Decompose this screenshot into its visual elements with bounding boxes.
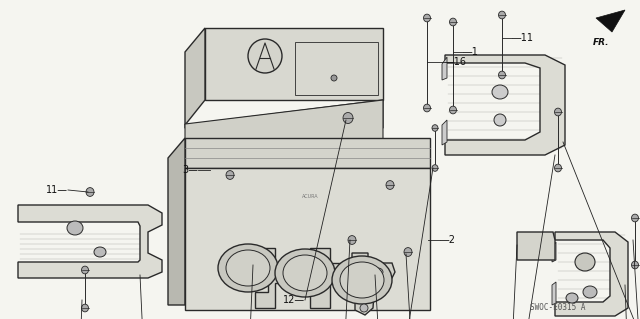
Text: SWOC-E0315 A: SWOC-E0315 A: [531, 303, 586, 313]
Ellipse shape: [424, 14, 431, 22]
Polygon shape: [552, 282, 556, 305]
Ellipse shape: [331, 75, 337, 81]
Ellipse shape: [632, 214, 639, 222]
Polygon shape: [205, 28, 383, 100]
Text: 12—: 12—: [283, 295, 305, 305]
Ellipse shape: [360, 304, 368, 312]
Ellipse shape: [432, 125, 438, 131]
Text: FR.: FR.: [593, 38, 609, 47]
Polygon shape: [442, 120, 447, 145]
Ellipse shape: [257, 263, 267, 273]
Polygon shape: [18, 205, 162, 278]
Ellipse shape: [86, 188, 94, 197]
Text: —1: —1: [463, 47, 479, 57]
Polygon shape: [255, 248, 298, 308]
Text: —2: —2: [440, 235, 456, 245]
Polygon shape: [352, 253, 395, 315]
Ellipse shape: [313, 263, 323, 273]
Ellipse shape: [226, 250, 270, 286]
Text: —11: —11: [512, 33, 534, 43]
Ellipse shape: [275, 249, 335, 297]
Ellipse shape: [566, 293, 578, 303]
Ellipse shape: [226, 171, 234, 179]
Polygon shape: [517, 232, 555, 260]
Ellipse shape: [373, 268, 383, 276]
Ellipse shape: [499, 11, 506, 19]
Ellipse shape: [404, 248, 412, 256]
Ellipse shape: [386, 181, 394, 189]
Ellipse shape: [554, 164, 561, 172]
Ellipse shape: [583, 286, 597, 298]
Ellipse shape: [81, 266, 88, 274]
Ellipse shape: [81, 304, 88, 312]
Ellipse shape: [67, 221, 83, 235]
Ellipse shape: [332, 256, 392, 304]
Text: 11—: 11—: [46, 185, 68, 195]
Ellipse shape: [424, 104, 431, 112]
Text: ACURA: ACURA: [301, 194, 318, 199]
Polygon shape: [168, 138, 185, 305]
Text: 3—: 3—: [182, 165, 198, 175]
Ellipse shape: [432, 165, 438, 171]
Ellipse shape: [218, 244, 278, 292]
Polygon shape: [552, 242, 556, 262]
Ellipse shape: [348, 236, 356, 244]
Ellipse shape: [575, 253, 595, 271]
Ellipse shape: [283, 255, 327, 291]
Ellipse shape: [340, 262, 384, 298]
Ellipse shape: [492, 85, 508, 99]
Polygon shape: [185, 100, 383, 128]
Polygon shape: [295, 42, 378, 95]
Polygon shape: [445, 55, 565, 155]
Ellipse shape: [449, 18, 456, 26]
Polygon shape: [185, 28, 205, 125]
Polygon shape: [185, 100, 383, 140]
Ellipse shape: [343, 113, 353, 123]
Ellipse shape: [94, 247, 106, 257]
Ellipse shape: [248, 39, 282, 73]
Polygon shape: [185, 168, 430, 310]
Ellipse shape: [554, 108, 561, 116]
Text: —16: —16: [445, 57, 467, 67]
Polygon shape: [555, 232, 628, 316]
Ellipse shape: [499, 71, 506, 79]
Ellipse shape: [494, 114, 506, 126]
Ellipse shape: [632, 261, 639, 269]
Polygon shape: [442, 57, 447, 80]
Polygon shape: [185, 138, 430, 168]
Polygon shape: [310, 248, 352, 308]
Ellipse shape: [449, 106, 456, 114]
Polygon shape: [596, 10, 625, 32]
